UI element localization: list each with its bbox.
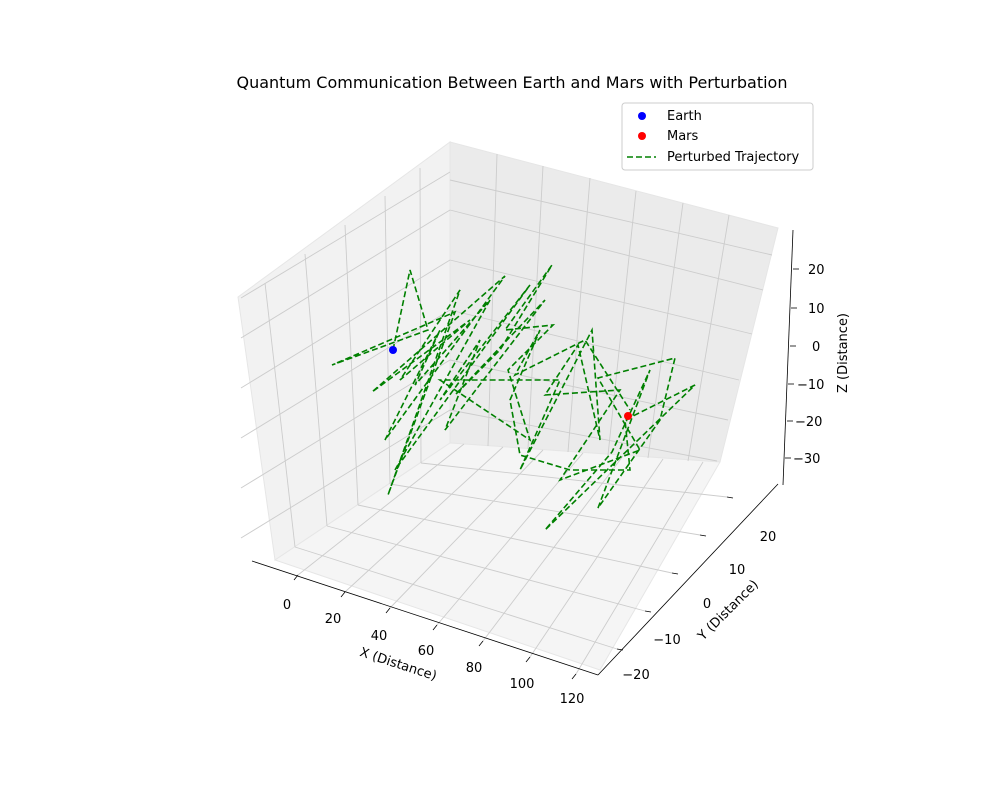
x-tick-label: 80 — [466, 661, 483, 676]
back-pane — [449, 141, 779, 463]
x-tick-label: 120 — [560, 692, 585, 707]
y-tick-label: 10 — [729, 563, 746, 578]
axis-lines — [251, 229, 794, 676]
z-tick-label: 20 — [808, 263, 825, 278]
mars-point — [624, 412, 632, 420]
y-tick-label: −10 — [653, 633, 680, 648]
x-tick-label: 40 — [371, 629, 388, 644]
earth-point — [389, 346, 397, 354]
y-axis-line — [597, 483, 779, 676]
legend-box — [621, 102, 814, 171]
z-axis-label: Z (Distance) — [836, 313, 851, 393]
z-tick-label: −30 — [793, 452, 820, 467]
y-tick-label: −20 — [622, 668, 649, 683]
perturbed-trajectory-line — [331, 264, 696, 531]
tick-marks — [293, 268, 799, 680]
x-tick-label: 100 — [510, 677, 535, 692]
y-tick-label: 20 — [760, 530, 777, 545]
x-tick-label: 0 — [283, 598, 291, 613]
y-tick-label: 0 — [703, 597, 711, 612]
tick-labels: 0 20 40 60 80 100 120 −20 −10 0 10 20 −3… — [283, 263, 825, 707]
chart-title: Quantum Communication Between Earth and … — [237, 73, 788, 92]
z-tick-label: 10 — [808, 302, 825, 317]
legend-trajectory-label: Perturbed Trajectory — [667, 150, 800, 165]
legend-earth-label: Earth — [667, 109, 702, 124]
z-tick-label: −20 — [795, 415, 822, 430]
legend-earth-marker — [638, 112, 646, 120]
x-axis-line — [251, 560, 599, 676]
panes — [237, 141, 779, 671]
z-tick-label: 0 — [812, 340, 820, 355]
legend-mars-marker — [638, 132, 646, 140]
floor-pane — [273, 442, 721, 671]
x-tick-label: 20 — [325, 612, 342, 627]
legend-mars-label: Mars — [667, 129, 699, 144]
z-axis-line — [782, 229, 794, 486]
legend: Earth Mars Perturbed Trajectory — [621, 102, 814, 171]
z-tick-label: −10 — [797, 378, 824, 393]
x-tick-label: 60 — [418, 644, 435, 659]
